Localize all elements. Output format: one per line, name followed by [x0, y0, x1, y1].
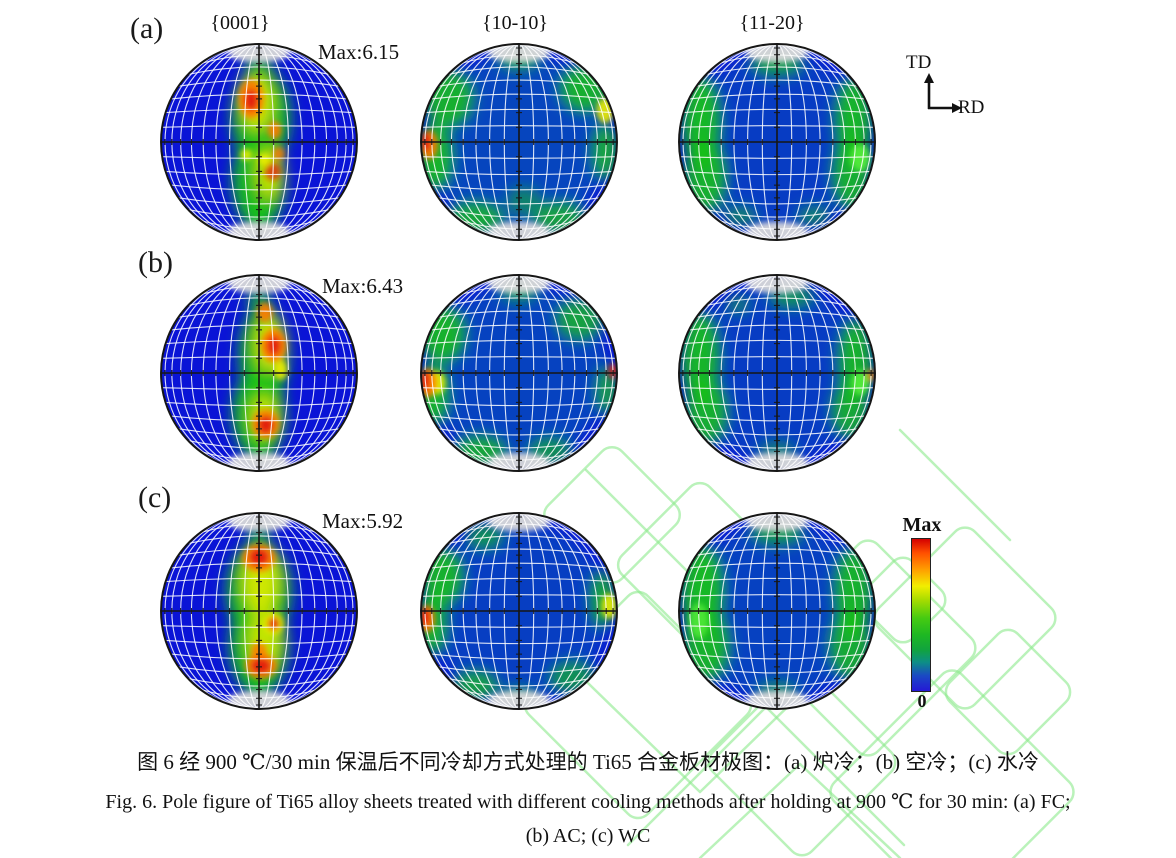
pole-figure-b-10-10 — [420, 274, 618, 472]
pole-figure-b-0001 — [160, 274, 358, 472]
max-label-a: Max:6.15 — [318, 40, 400, 64]
caption-chinese: 图 6 经 900 ℃/30 min 保温后不同冷却方式处理的 Ti65 合金板… — [137, 750, 1039, 774]
pole-figure-c-0001 — [160, 512, 358, 710]
row-label-b: (b) — [138, 246, 173, 279]
pole-figure-a-10-10 — [420, 43, 618, 241]
max-label-b: Max:6.43 — [322, 274, 404, 298]
rd-label: RD — [958, 97, 985, 118]
colorbar-zero-label: 0 — [917, 691, 927, 711]
pole-figure-c-11-20 — [678, 512, 876, 710]
pole-label-0001: {0001} — [210, 12, 270, 34]
pole-figure-a-11-20 — [678, 43, 876, 241]
caption-english-2: (b) AC; (c) WC — [525, 825, 651, 847]
colorbar — [911, 538, 931, 692]
axis-arrows-icon — [924, 73, 962, 113]
caption-english-1: Fig. 6. Pole figure of Ti65 alloy sheets… — [105, 791, 1071, 813]
colorbar-max-label: Max — [902, 514, 942, 536]
td-label: TD — [906, 52, 932, 73]
pole-label-10-10: {10-10} — [482, 12, 548, 34]
pole-figure-c-10-10 — [420, 512, 618, 710]
pole-figure-b-11-20 — [678, 274, 876, 472]
pole-label-11-20: {11-20} — [739, 12, 805, 34]
row-label-a: (a) — [130, 12, 164, 45]
pole-figure-a-0001 — [160, 43, 358, 241]
row-label-c: (c) — [138, 481, 172, 514]
max-label-c: Max:5.92 — [322, 509, 404, 533]
